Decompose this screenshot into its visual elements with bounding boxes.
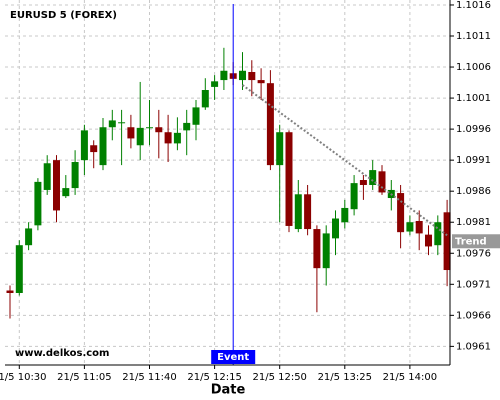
y-tick-label: 1.0991 [456,155,491,166]
candle-body [285,132,293,226]
candle-body [25,228,33,246]
y-tick-label: 1.0996 [456,124,491,135]
y-tick-label: 1.0981 [456,217,491,228]
y-tick-label: 1.0966 [456,310,491,321]
candle-body [62,188,70,197]
candle-body [155,127,163,133]
x-tick-label: 21/5 11:05 [57,372,111,383]
candle-body [201,90,209,108]
y-tick-label: 1.0971 [456,279,491,290]
y-tick-label: 1.0986 [456,186,491,197]
trend-label: Trend [455,236,487,247]
candle-body [350,183,358,210]
x-tick-label: 21/5 10:30 [0,372,47,383]
candle-body [415,220,423,234]
y-tick-label: 1.1011 [456,31,491,42]
chart-title: EURUSD 5 (FOREX) [10,10,117,21]
candle-body [99,127,107,166]
candle-body [425,234,432,247]
candle-body [378,171,386,193]
labels: 1.1016 1.1011 1.1006 1.1001 1.0996 1.0991 1.09… [0,0,500,383]
candle-body [43,163,51,190]
candle-body [34,181,42,226]
candle-body [220,70,228,81]
candle-body [406,222,414,232]
candle-body [359,180,367,185]
candle-body [341,207,349,223]
x-tick-label: 21/5 12:15 [187,372,241,383]
candle-body [118,122,126,124]
candle-body [108,120,116,128]
event-label: Event [217,352,249,363]
x-tick-label: 21/5 13:25 [318,372,372,383]
y-tick-label: 1.0961 [456,341,491,352]
candle-body [443,212,451,271]
x-tick-label: 21/5 12:50 [252,372,306,383]
candle-body [71,162,79,189]
y-tick-label: 1.0976 [456,248,491,259]
candle-body [136,127,144,146]
y-tick-label: 1.1001 [456,93,491,104]
candle-body [239,70,246,81]
candle-body [90,145,98,153]
x-tick-label: 21/5 11:40 [122,372,176,383]
x-tick-label: 21/5 14:00 [383,372,437,383]
y-tick-label: 1.1006 [456,62,491,73]
candle-body [146,127,153,129]
candle-body [211,81,219,87]
candle-body [53,160,60,211]
candle-body [15,245,23,293]
candle-body [397,193,405,233]
candle-body [332,218,339,239]
marks [6,4,451,365]
candle-body [266,83,274,166]
candle-body [369,170,377,185]
candle-body [192,107,200,125]
candle-body [294,194,302,230]
candle-body [304,194,312,230]
candle-body [313,229,321,269]
candle-body [127,127,135,139]
event-label-box [211,350,256,364]
trend-label-box [452,234,500,249]
x-axis-title: Date [211,383,246,398]
candle-body [322,233,330,269]
candle-body [434,222,442,246]
candle-body [248,72,256,81]
candle-body [276,132,284,166]
watermark: www.delkos.com [15,348,109,359]
y-tick-label: 1.1016 [456,0,491,11]
candle-body [173,132,181,144]
candle-body [257,80,265,84]
candle-body [6,290,14,293]
candle-body [80,130,88,161]
candle-body [164,132,172,144]
candle-body [183,122,191,131]
